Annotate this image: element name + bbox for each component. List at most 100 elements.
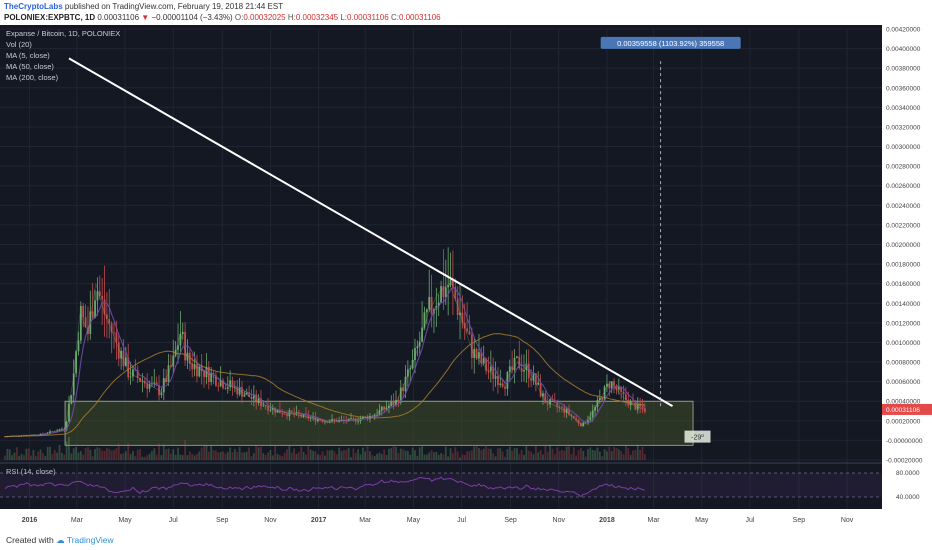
volume-bar: [15, 447, 18, 460]
descending-trendline[interactable]: [68, 57, 674, 407]
rsi-pane[interactable]: RSI (14, close): [0, 467, 882, 498]
measure-badge[interactable]: 0.00359558 (1103.92%) 359558: [600, 36, 741, 49]
candle-body: [603, 386, 606, 401]
volume-bar: [518, 454, 521, 460]
price-axis-bg: [882, 25, 932, 531]
volume-bar: [20, 453, 23, 460]
volume-bar: [589, 447, 592, 460]
candle-body: [392, 401, 395, 406]
candle-body: [46, 433, 49, 435]
candle-body: [160, 392, 163, 396]
candle-body: [357, 421, 360, 422]
candle-body: [561, 406, 563, 408]
candle-body: [423, 312, 426, 328]
volume-bar: [549, 445, 551, 460]
price-axis[interactable]: 0.00420000 0.00400000 0.00380000 0.00360000…: [882, 25, 932, 531]
volume-bar: [591, 449, 594, 460]
volume-bar: [143, 456, 146, 460]
candle-body: [485, 358, 487, 371]
candle-body: [591, 410, 594, 418]
volume-bar: [34, 455, 37, 460]
candle-body: [316, 419, 319, 422]
volume-bar: [186, 455, 189, 460]
candle-body: [556, 402, 559, 407]
candle-body: [248, 392, 250, 397]
volume-bar: [556, 447, 559, 460]
candle-body: [324, 421, 326, 423]
candle-body: [430, 296, 433, 314]
volume-bar: [594, 450, 596, 460]
candle-body: [501, 383, 504, 387]
price-tick-label: 0.00060000: [886, 379, 921, 386]
chart-area[interactable]: 0.00359558 (1103.92%) 359558 -29º RSI (1…: [0, 25, 932, 531]
candle-body: [153, 382, 156, 384]
volume-bar: [307, 446, 310, 460]
volume-bar: [115, 448, 118, 460]
time-tick-label: Sep: [216, 517, 229, 524]
candle-body: [447, 285, 450, 288]
volume-bar: [113, 450, 115, 460]
volume-bar: [402, 449, 405, 460]
volume-bar: [165, 449, 168, 460]
volume-bar: [91, 456, 94, 460]
volume-bar: [162, 444, 165, 460]
candle-body: [625, 394, 627, 400]
candle-body: [620, 386, 623, 393]
volume-bar: [136, 449, 139, 460]
price-tick-label: 0.00160000: [886, 281, 921, 288]
volume-bar: [603, 449, 606, 460]
volume-bar: [281, 455, 284, 460]
price-tick-label: 0.00040000: [886, 399, 921, 406]
candle-body: [79, 305, 82, 341]
candle-body: [598, 397, 601, 400]
candle-body: [257, 398, 260, 403]
volume-bar: [639, 449, 642, 460]
volume-bar: [622, 454, 625, 460]
volume-bar: [489, 448, 492, 460]
candle-body: [155, 382, 158, 386]
price-tick-label: 0.00180000: [886, 262, 921, 269]
author-link[interactable]: TheCryptoLabs: [4, 2, 63, 11]
candle-body: [108, 319, 111, 324]
candle-body: [615, 385, 618, 390]
volume-bar: [435, 452, 438, 460]
volume-bar: [63, 454, 66, 460]
measure-badge-bg: [600, 36, 741, 49]
candle-body: [527, 363, 530, 379]
candle-body: [563, 407, 566, 414]
volume-bar: [39, 449, 42, 460]
volume-bar: [117, 443, 120, 460]
candle-body: [442, 286, 445, 298]
measure-badge-text: 0.00359558 (1103.92%) 359558: [617, 39, 724, 48]
price-chart[interactable]: 0.00359558 (1103.92%) 359558 -29º RSI (1…: [0, 25, 932, 531]
volume-bar: [463, 454, 466, 460]
candle-body: [210, 373, 213, 383]
candle-body: [440, 286, 442, 303]
volume-bar: [357, 449, 360, 460]
volume-bar: [245, 451, 248, 460]
candle-body: [115, 332, 118, 343]
volume-bar: [397, 453, 400, 460]
volume-bar: [416, 455, 419, 460]
volume-bar: [376, 453, 378, 460]
candle-body: [203, 371, 205, 378]
volume-bar: [219, 452, 222, 460]
volume-bar: [579, 448, 582, 460]
volume-bar: [103, 450, 106, 460]
volume-bar: [215, 450, 217, 460]
volume-bar: [598, 451, 601, 460]
volume-bar: [241, 452, 243, 460]
candle-body: [279, 409, 281, 413]
candle-body: [594, 407, 596, 411]
volume-bar: [342, 449, 345, 460]
volume-bar: [359, 454, 362, 460]
candle-body: [309, 417, 312, 419]
angle-badge[interactable]: -29º: [684, 430, 711, 443]
volume-bar: [305, 454, 307, 460]
time-tick-label: 2016: [22, 517, 38, 524]
time-axis[interactable]: 2016 Mar May Jul Sep Nov 2017 Mar May Jul Sep Nov 20…: [0, 509, 932, 531]
tradingview-link[interactable]: TradingView: [66, 535, 114, 545]
candle-body: [167, 365, 170, 383]
price-tick-label: 0.00360000: [886, 85, 921, 92]
candle-body: [72, 373, 75, 396]
